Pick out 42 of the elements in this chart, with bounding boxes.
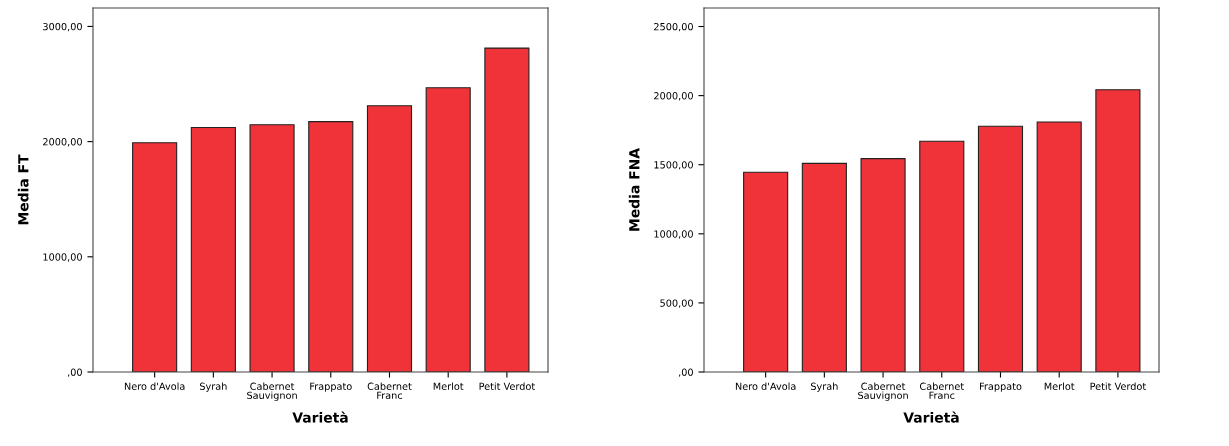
x-axis-title: Varietà	[903, 411, 959, 423]
x-tick-label: Frappato	[979, 382, 1022, 392]
x-tick-label: Petit Verdot	[1090, 382, 1146, 390]
bar	[801, 162, 847, 372]
bar	[249, 124, 295, 372]
x-tick-label: Cabernet Franc	[367, 382, 412, 399]
bar	[919, 140, 965, 372]
y-tick-label: 2500,00	[654, 23, 693, 32]
x-tick-label: Merlot	[1044, 382, 1075, 390]
x-tick-label: Nero d'Avola	[735, 382, 796, 390]
x-tick-label: Syrah	[810, 382, 838, 392]
y-tick-label: 1000,00	[654, 230, 693, 239]
bar	[1095, 89, 1141, 372]
bar	[977, 125, 1024, 372]
x-tick-label: Syrah	[199, 382, 227, 392]
bar	[860, 158, 906, 372]
bar	[366, 105, 413, 372]
x-tick-label: Cabernet Sauvignon	[858, 382, 908, 401]
y-tick-label: ,00	[67, 368, 82, 377]
x-tick-label: Frappato	[310, 382, 352, 392]
bar	[308, 121, 354, 372]
x-axis-title: Varietà	[292, 411, 348, 423]
y-tick-label: 500,00	[660, 299, 693, 308]
y-tick-label: 2000,00	[654, 92, 693, 101]
bar	[484, 47, 530, 372]
x-tick-label: Cabernet Sauvignon	[247, 382, 297, 401]
y-axis-title: Media FNA	[628, 148, 640, 231]
bar	[1036, 121, 1082, 372]
y-tick-label: 2000,00	[43, 138, 82, 147]
bar	[743, 171, 789, 372]
x-tick-label: Cabernet Franc	[919, 382, 964, 399]
y-tick-label: 3000,00	[43, 22, 82, 32]
y-tick-label: ,00	[678, 368, 693, 377]
bar	[132, 142, 178, 372]
x-tick-label: Petit Verdot	[479, 382, 535, 390]
bar	[425, 87, 471, 372]
x-tick-label: Nero d'Avola	[124, 382, 185, 390]
y-axis-title: Media FT	[17, 154, 29, 225]
x-tick-label: Merlot	[433, 382, 464, 390]
y-tick-label: 1500,00	[654, 161, 693, 170]
bar	[190, 126, 236, 372]
y-tick-label: 1000,00	[43, 253, 82, 262]
